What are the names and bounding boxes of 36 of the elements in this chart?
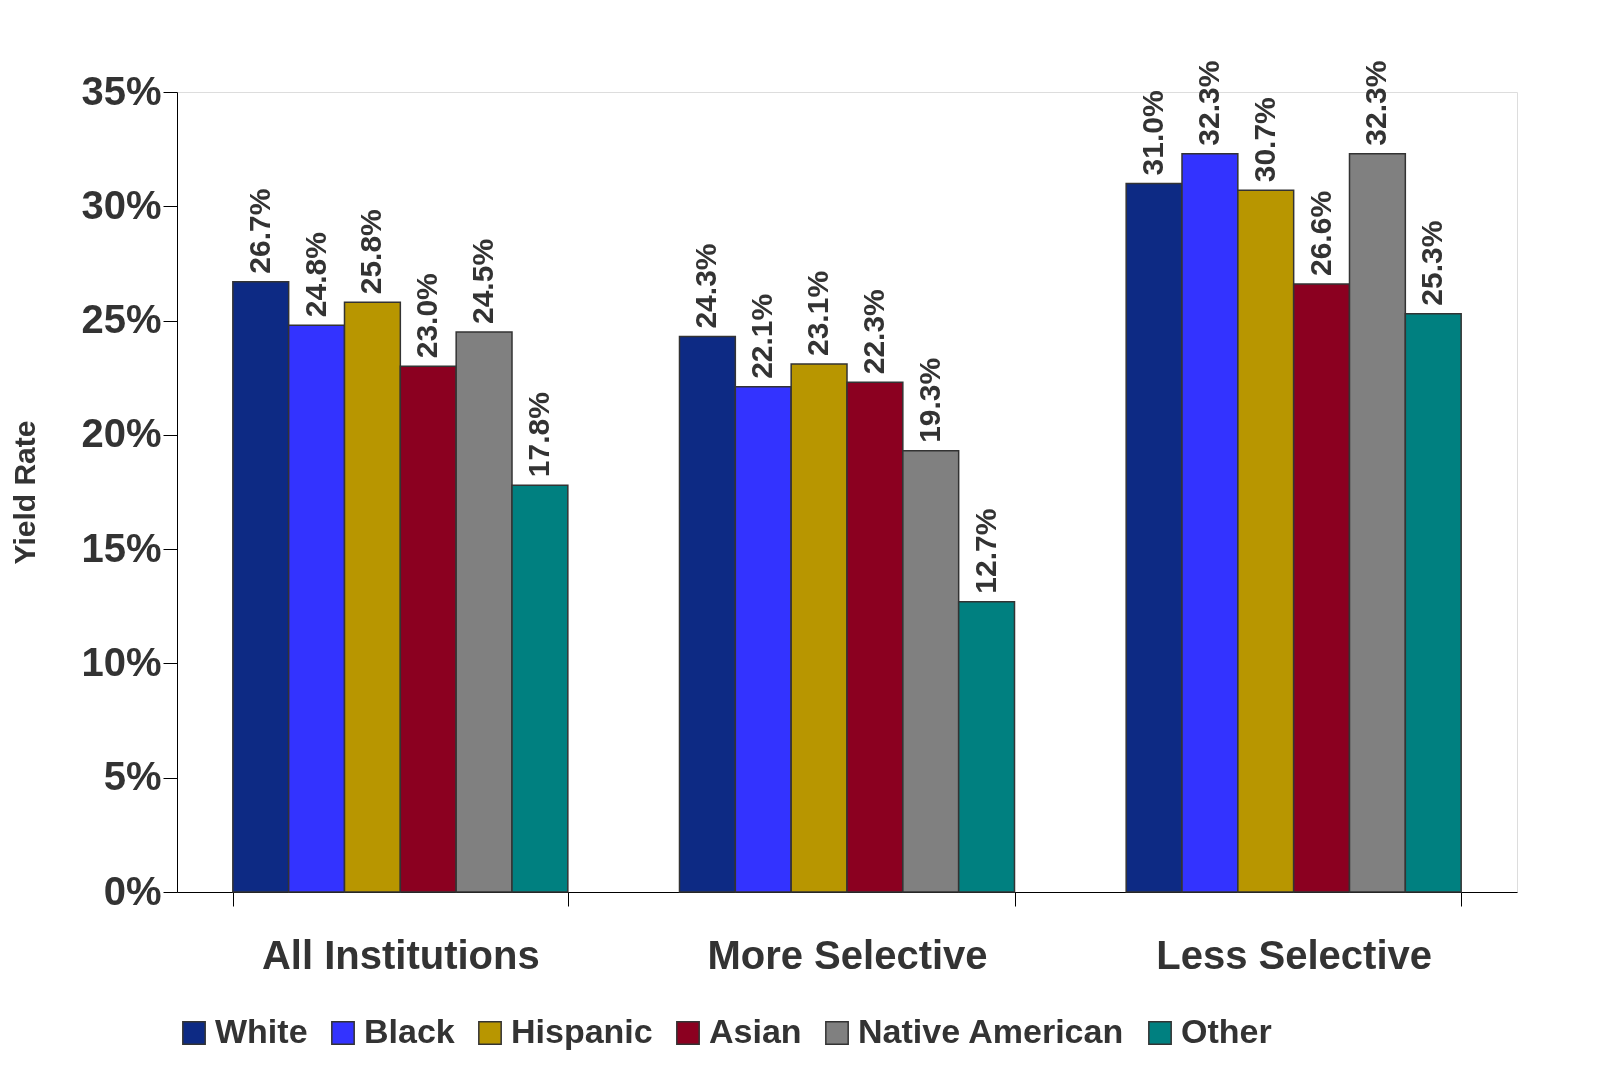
y-tick-label: 35% — [81, 68, 162, 113]
legend-label: White — [215, 1012, 308, 1050]
data-label: 32.3% — [1359, 60, 1393, 146]
data-label: 31.0% — [1136, 90, 1170, 176]
x-tick-label: Less Selective — [1156, 932, 1433, 977]
data-label: 19.3% — [912, 357, 946, 443]
legend-label: Native American — [858, 1012, 1124, 1050]
legend-label: Asian — [709, 1012, 802, 1050]
data-label: 26.6% — [1303, 190, 1337, 276]
legend-label: Other — [1181, 1012, 1272, 1050]
y-tick-label: 5% — [103, 754, 162, 799]
data-label: 25.3% — [1415, 220, 1449, 306]
data-label: 26.7% — [242, 188, 276, 274]
y-tick-label: 10% — [81, 639, 162, 684]
data-label: 22.3% — [856, 289, 890, 375]
y-tick-label: 15% — [81, 525, 162, 570]
data-label: 24.3% — [689, 243, 723, 329]
data-label: 32.3% — [1191, 60, 1225, 146]
data-label: 22.1% — [745, 293, 779, 379]
legend-label: Black — [364, 1012, 455, 1050]
data-label: 24.5% — [466, 238, 500, 324]
data-label: 23.0% — [410, 273, 444, 359]
y-axis-title: Yield Rate — [8, 420, 42, 565]
data-label: 30.7% — [1247, 97, 1281, 183]
y-tick-label: 0% — [103, 868, 162, 913]
y-tick-label: 25% — [81, 297, 162, 342]
y-tick-label: 20% — [81, 411, 162, 456]
data-label: 24.8% — [298, 232, 332, 318]
data-label: 23.1% — [801, 270, 835, 356]
legend-label: Hispanic — [511, 1012, 653, 1050]
data-label: 17.8% — [521, 392, 555, 478]
data-label: 12.7% — [968, 508, 1002, 594]
y-tick-label: 30% — [81, 182, 162, 227]
data-label: 25.8% — [354, 209, 388, 295]
x-tick-label: More Selective — [707, 932, 988, 977]
x-tick-label: All Institutions — [261, 932, 540, 977]
